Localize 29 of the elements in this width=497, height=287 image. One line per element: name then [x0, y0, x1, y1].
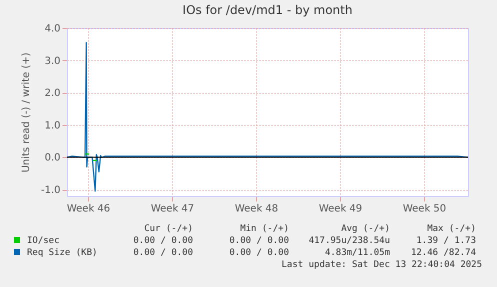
y-tick-label: -1.0 — [40, 185, 60, 196]
x-tick-label: Week 49 — [318, 204, 362, 214]
line-series — [66, 42, 469, 192]
y-tick-label: 3.0 — [44, 56, 60, 67]
legend-label: IO/sec — [27, 236, 60, 246]
text: 0.00 / 0.00 — [133, 236, 193, 246]
text: 0.00 / 0.00 — [133, 248, 193, 258]
text: Min (-/+) — [240, 224, 289, 234]
y-tick-label: 2.0 — [44, 88, 60, 100]
legend-label: Req Size (KB) — [27, 248, 98, 258]
text: 417.95u/238.54u — [308, 236, 390, 246]
y-tick-label: 4.0 — [44, 24, 60, 34]
text: Cur (-/+) — [144, 224, 193, 234]
x-tick-label: Week 46 — [66, 204, 110, 214]
x-tick-label: Week 47 — [150, 204, 194, 214]
x-tick-label: Week 50 — [402, 204, 446, 214]
x-tick-label: Week 48 — [234, 204, 278, 214]
text: Avg (-/+) — [341, 224, 390, 234]
text: 12.46 /82.74 — [410, 248, 476, 258]
text: 0.00 / 0.00 — [229, 248, 289, 258]
text: Last update: Sat Dec 13 22:40:04 2025 — [282, 260, 482, 270]
text: 4.83m/11.05m — [324, 248, 390, 258]
chart-title: IOs for /dev/md1 - by month — [182, 3, 352, 17]
text: 1.39 / 1.73 — [416, 236, 476, 246]
y-tick-label: 0.0 — [44, 152, 60, 164]
y-axis-title: Units read (-) / write (+) — [20, 52, 32, 173]
text: Max (-/+) — [427, 224, 476, 234]
text: 0.00 / 0.00 — [229, 236, 289, 246]
y-tick-label: 1.0 — [44, 120, 60, 132]
